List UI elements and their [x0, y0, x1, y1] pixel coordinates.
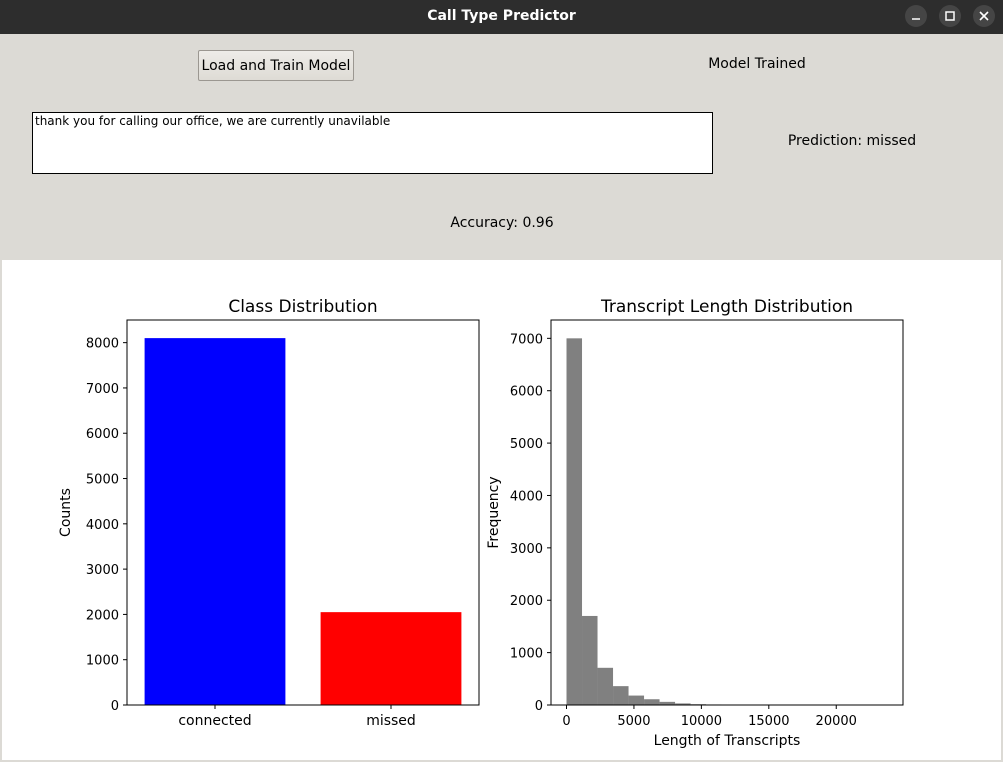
y-tick-label: 4000: [510, 489, 543, 504]
y-tick-label: 2000: [86, 608, 119, 623]
y-tick-label: 0: [535, 699, 543, 714]
y-tick-label: 1000: [86, 654, 119, 669]
transcript-input[interactable]: [32, 112, 713, 174]
status-label: Model Trained: [708, 56, 806, 72]
x-axis-label: Length of Transcripts: [654, 733, 801, 749]
class-distribution-chart: connected missed 0 1000 2000 3000 4000 5000 6000…: [58, 297, 480, 729]
x-tick-label: connected: [178, 713, 251, 729]
accuracy-label: Accuracy: 0.96: [450, 215, 554, 231]
chart-title: Transcript Length Distribution: [600, 297, 853, 317]
y-tick-label: 3000: [510, 542, 543, 557]
window-title: Call Type Predictor: [427, 8, 576, 24]
y-tick-label: 5000: [510, 437, 543, 452]
plot-frame: [126, 319, 480, 706]
controls-panel: Load and Train Model Model Trained Predi…: [2, 34, 1001, 260]
close-button[interactable]: [973, 5, 995, 27]
histogram-bar: [613, 686, 629, 705]
maximize-button[interactable]: [939, 5, 961, 27]
x-tick-label: 10000: [681, 714, 722, 729]
histogram-bar: [675, 703, 691, 705]
close-icon: [979, 11, 989, 21]
bar-connected: [144, 338, 286, 705]
charts-figure: connected missed 0 1000 2000 3000 4000 5000 6000…: [2, 260, 1001, 760]
y-tick-label: 8000: [86, 337, 119, 352]
y-axis-label: Counts: [58, 488, 74, 537]
transcript-length-chart: 0 5000 10000 15000 20000 0 1000 2000 3000 4000 500…: [486, 297, 904, 749]
y-tick-label: 5000: [86, 473, 119, 488]
y-tick-label: 6000: [86, 427, 119, 442]
maximize-icon: [945, 11, 955, 21]
prediction-label: Prediction: missed: [787, 133, 917, 149]
charts-canvas: connected missed 0 1000 2000 3000 4000 5000 6000…: [58, 297, 904, 749]
y-tick-label: 2000: [510, 594, 543, 609]
x-tick-label: missed: [366, 713, 416, 729]
histogram-bar: [597, 667, 614, 705]
x-tick-label: 20000: [816, 714, 857, 729]
y-tick-label: 7000: [510, 332, 543, 347]
chart-title: Class Distribution: [228, 297, 377, 317]
y-tick-label: 6000: [510, 385, 543, 400]
minimize-icon: [912, 18, 920, 20]
bar-missed: [320, 612, 462, 705]
title-bar[interactable]: Call Type Predictor: [0, 0, 1003, 34]
plot-frame: [550, 319, 904, 706]
y-tick-label: 7000: [86, 382, 119, 397]
y-axis-label: Frequency: [486, 476, 502, 548]
histogram-bar: [644, 699, 660, 705]
histogram-bar: [659, 701, 676, 705]
load-and-train-button[interactable]: Load and Train Model: [198, 50, 354, 81]
x-tick-label: 5000: [617, 714, 650, 729]
histogram-bar: [628, 695, 645, 705]
y-tick-label: 1000: [510, 647, 543, 662]
minimize-button[interactable]: [905, 5, 927, 27]
y-tick-label: 3000: [86, 563, 119, 578]
x-tick-label: 15000: [748, 714, 789, 729]
y-tick-label: 0: [111, 699, 119, 714]
histogram-bar: [582, 615, 598, 705]
x-tick-label: 0: [562, 714, 570, 729]
y-tick-label: 4000: [86, 518, 119, 533]
histogram-bar: [566, 338, 583, 705]
